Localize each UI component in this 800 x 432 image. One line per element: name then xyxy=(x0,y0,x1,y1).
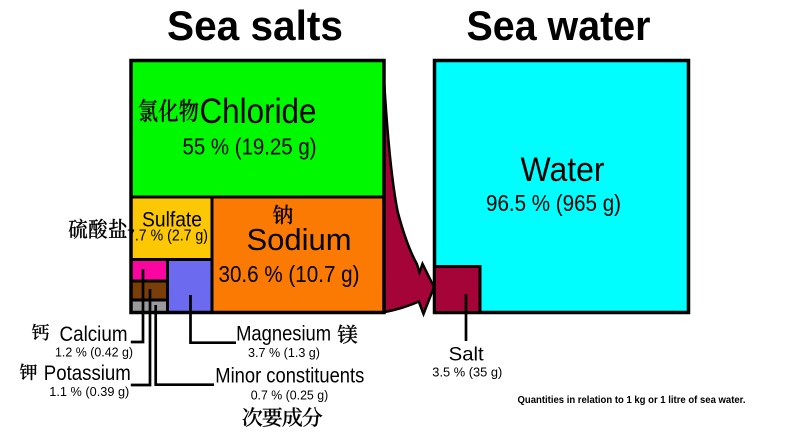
svg-text:Quantities in relation to 1 kg: Quantities in relation to 1 kg or 1 litr… xyxy=(518,395,746,406)
svg-text:Sodium: Sodium xyxy=(247,222,352,257)
svg-text:96.5 % (965 g): 96.5 % (965 g) xyxy=(486,190,621,216)
svg-text:Calcium: Calcium xyxy=(60,322,128,346)
svg-text:Potassium: Potassium xyxy=(44,361,131,385)
svg-text:Chloride: Chloride xyxy=(200,92,317,131)
svg-text:30.6 % (10.7 g): 30.6 % (10.7 g) xyxy=(219,261,360,287)
svg-text:Magnesium: Magnesium xyxy=(236,322,331,346)
svg-text:3.5 % (35 g): 3.5 % (35 g) xyxy=(432,365,502,380)
svg-text:Sulfate: Sulfate xyxy=(142,208,202,232)
svg-text:Sea water: Sea water xyxy=(467,2,651,49)
svg-text:Sea salts: Sea salts xyxy=(167,2,343,49)
svg-text:Water: Water xyxy=(521,151,605,189)
svg-text:3.7 % (1.3 g): 3.7 % (1.3 g) xyxy=(248,345,320,360)
svg-text:1.2 % (0.42 g): 1.2 % (0.42 g) xyxy=(55,345,133,360)
svg-text:Salt: Salt xyxy=(449,343,485,365)
svg-text:Minor constituents: Minor constituents xyxy=(215,364,364,388)
svg-text:55 % (19.25 g): 55 % (19.25 g) xyxy=(183,134,317,160)
svg-text:7.7 % (2.7 g): 7.7 % (2.7 g) xyxy=(127,228,208,245)
svg-text:1.1 % (0.39 g): 1.1 % (0.39 g) xyxy=(49,384,129,399)
svg-text:0.7 % (0.25 g): 0.7 % (0.25 g) xyxy=(251,388,329,403)
